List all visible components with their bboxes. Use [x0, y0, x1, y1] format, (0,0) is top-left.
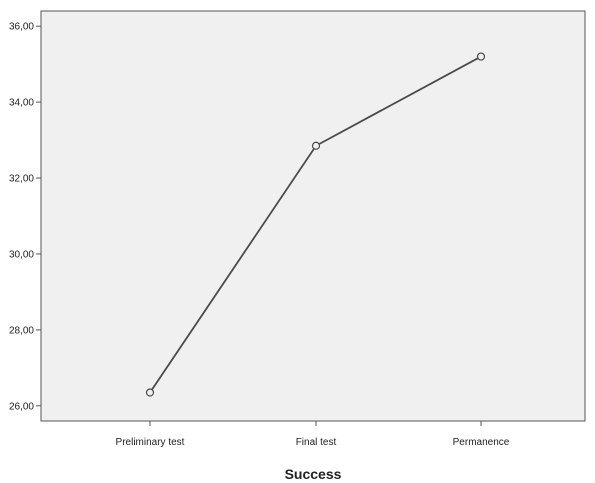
series-group: [145, 52, 486, 397]
plot-area: [40, 10, 586, 422]
data-point: [476, 52, 486, 61]
x-tick-label: Permanence: [453, 437, 510, 448]
data-point: [311, 141, 321, 150]
y-tick-label: 36,00: [9, 22, 34, 33]
x-axis-title: Success: [285, 466, 342, 482]
y-axis-ticks: 26,00 28,00 30,00 32,00 34,00 36,00: [9, 22, 41, 412]
data-point: [145, 388, 155, 397]
y-tick-label: 30,00: [9, 249, 34, 260]
x-axis-ticks: Preliminary test Final test Permanence: [116, 421, 510, 448]
x-tick-label: Preliminary test: [116, 437, 185, 448]
y-tick-label: 26,00: [9, 401, 34, 412]
y-tick-label: 34,00: [9, 98, 34, 109]
y-tick-label: 32,00: [9, 174, 34, 185]
y-tick-label: 28,00: [9, 325, 34, 336]
x-tick-label: Final test: [296, 437, 337, 448]
